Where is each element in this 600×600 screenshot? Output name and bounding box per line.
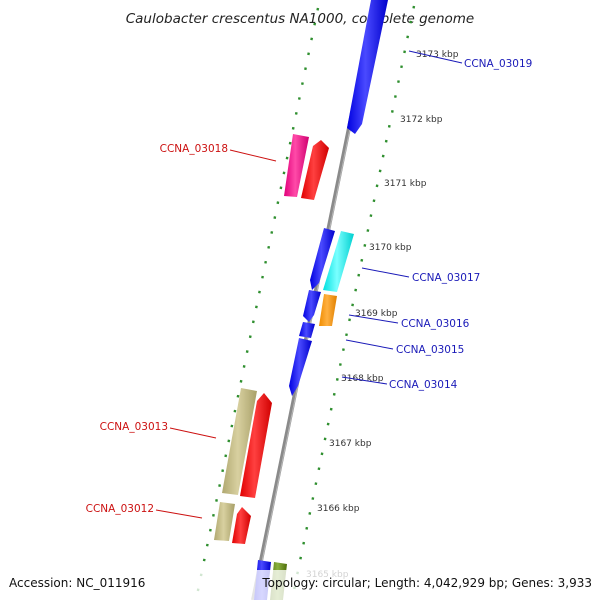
gene-leader-line bbox=[229, 149, 277, 162]
gene-label-ccna-03016[interactable]: CCNA_03016 bbox=[401, 318, 470, 330]
gene-label-ccna-03017[interactable]: CCNA_03017 bbox=[412, 272, 480, 284]
gene-leader-line bbox=[361, 267, 410, 278]
inner-dotted-track bbox=[293, 5, 416, 590]
gene-label-ccna-03012[interactable]: CCNA_03012 bbox=[86, 503, 154, 515]
footer-band bbox=[0, 570, 600, 600]
gene-leader-lines bbox=[155, 50, 463, 519]
gene-label-ccna-03018[interactable]: CCNA_03018 bbox=[160, 143, 228, 155]
gene-label-ccna-03015[interactable]: CCNA_03015 bbox=[396, 344, 464, 356]
gene-ccna-03012-feature[interactable] bbox=[232, 507, 251, 544]
kbp-tick-label: 3166 kbp bbox=[317, 504, 360, 514]
kbp-tick-label: 3173 kbp bbox=[416, 50, 459, 60]
gene-leader-line bbox=[169, 427, 217, 439]
gene-ccna-03014-feature[interactable] bbox=[289, 338, 312, 396]
gene-label-ccna-03013[interactable]: CCNA_03013 bbox=[100, 421, 168, 433]
gene-leader-line bbox=[155, 509, 203, 519]
kbp-tick-label: 3169 kbp bbox=[355, 309, 398, 319]
gene-ccna-03012-khaki-feature[interactable] bbox=[214, 502, 235, 541]
gene-leader-line bbox=[408, 50, 463, 64]
accession-text: Accession: NC_011916 bbox=[9, 576, 145, 590]
gene-ccna-03018-feature[interactable] bbox=[301, 140, 329, 200]
gene-ccna-03018-pink-feature[interactable] bbox=[284, 134, 309, 197]
gene-label-ccna-03019[interactable]: CCNA_03019 bbox=[464, 58, 532, 70]
gene-ccna-03013-feature[interactable] bbox=[240, 393, 272, 498]
gene-ccna-03015-feature[interactable] bbox=[299, 322, 315, 338]
gene-ccna-03017-feature[interactable] bbox=[323, 231, 354, 292]
gene-leader-line bbox=[341, 376, 388, 385]
kbp-tick-label: 3170 kbp bbox=[369, 243, 412, 253]
kbp-tick-label: 3167 kbp bbox=[329, 439, 372, 449]
gene-leader-line bbox=[348, 314, 399, 324]
gene-ccna-03019-feature[interactable] bbox=[347, 0, 388, 134]
gene-blue-fwd-3169[interactable] bbox=[303, 290, 321, 322]
gene-ccna-03013-khaki-feature[interactable] bbox=[222, 388, 257, 495]
kbp-tick-label: 3172 kbp bbox=[400, 115, 443, 125]
kbp-tick-label: 3168 kbp bbox=[341, 374, 384, 384]
kbp-tick-label: 3171 kbp bbox=[384, 179, 427, 189]
gene-label-ccna-03014[interactable]: CCNA_03014 bbox=[389, 379, 458, 391]
map-title: Caulobacter crescentus NA1000, complete … bbox=[126, 11, 475, 27]
gene-ccna-03016-feature[interactable] bbox=[319, 294, 337, 326]
outer-dotted-track bbox=[196, 7, 320, 592]
genome-summary-text: Topology: circular; Length: 4,042,929 bp… bbox=[261, 576, 592, 590]
gene-blue-fwd-3170[interactable] bbox=[310, 228, 335, 290]
gene-leader-line bbox=[345, 339, 394, 350]
